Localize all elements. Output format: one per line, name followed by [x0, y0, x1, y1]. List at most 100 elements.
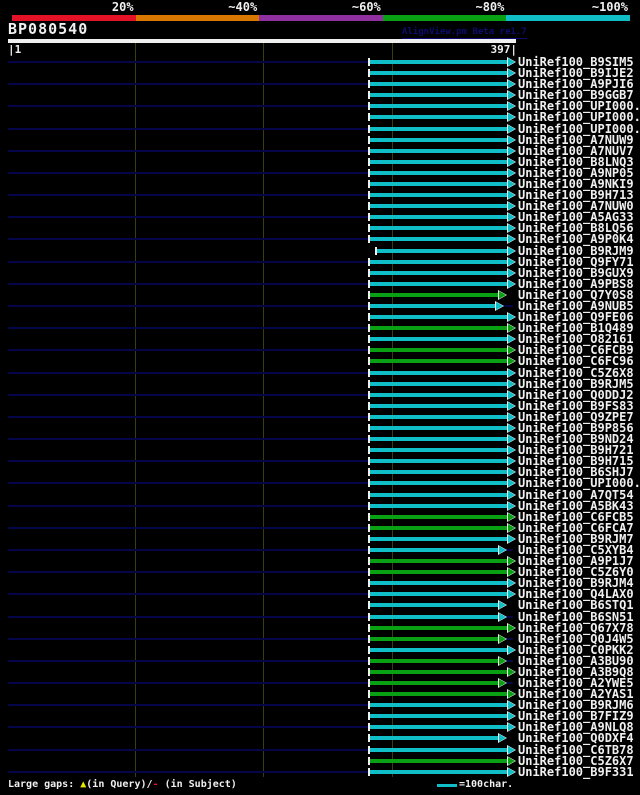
alignment-arrowhead-icon: [507, 711, 516, 721]
alignment-arrowhead-icon: [507, 700, 516, 710]
hit-label: UniRef100_UPI000..: [518, 99, 640, 113]
alignment-arrowhead-icon: [507, 312, 516, 322]
alignment-bar: [370, 160, 507, 164]
alignment-arrowhead-fill: [508, 380, 515, 388]
scale-label: 20%: [111, 0, 134, 14]
alignment-start-tick: [368, 568, 370, 576]
alignment-arrowhead-icon: [498, 656, 507, 666]
alignment-start-tick: [368, 613, 370, 621]
alignment-start-tick: [368, 402, 370, 410]
alignment-bar: [370, 82, 507, 86]
alignment-arrowhead-fill: [499, 679, 506, 687]
alignment-start-tick: [368, 202, 370, 210]
alignment-arrowhead-fill: [508, 491, 515, 499]
alignment-arrowhead-icon: [507, 501, 516, 511]
alignment-arrowhead-icon: [507, 379, 516, 389]
alignment-row: UniRef100_A2YAS1: [0, 688, 640, 700]
alignment-bar: [370, 670, 507, 674]
alignment-row: UniRef100_B9GUX9: [0, 267, 640, 279]
alignment-row: UniRef100_A9PBS8: [0, 278, 640, 290]
alignment-arrowhead-icon: [507, 578, 516, 588]
hit-label: UniRef100_C5Z6X7: [518, 754, 634, 768]
alignment-arrowhead-fill: [508, 324, 515, 332]
alignment-arrowhead-fill: [508, 624, 515, 632]
hit-label: UniRef100_C5Z6X8: [518, 366, 634, 380]
row-underlay-line: [8, 305, 513, 307]
alignment-arrowhead-fill: [508, 235, 515, 243]
alignment-arrowhead-icon: [507, 589, 516, 599]
row-underlay-line: [8, 505, 513, 507]
alignment-row: UniRef100_B9SIM5: [0, 56, 640, 68]
alignment-row: UniRef100_B9H721: [0, 444, 640, 456]
gaps-legend-subject-text: (in Subject): [158, 779, 237, 790]
alignment-bar: [370, 648, 507, 652]
hit-label: UniRef100_B6SHJ7: [518, 465, 634, 479]
alignment-start-tick: [368, 457, 370, 465]
alignment-arrowhead-icon: [498, 290, 507, 300]
alignment-bar: [370, 692, 507, 696]
alignment-arrowhead-fill: [508, 91, 515, 99]
alignment-row: UniRef100_B9ND24: [0, 432, 640, 446]
alignment-arrowhead-fill: [508, 690, 515, 698]
hit-label: UniRef100_O82161: [518, 332, 634, 346]
hit-label: UniRef100_UPI000..: [518, 122, 640, 136]
similarity-scale-labels: 20% ~40% ~60% ~80% ~100%: [12, 1, 630, 14]
hit-label: UniRef100_A5BK43: [518, 499, 634, 513]
ruler-start-label: |1: [8, 43, 22, 56]
alignment-bar: [370, 182, 507, 186]
alignment-start-tick: [368, 58, 370, 66]
alignment-arrowhead-fill: [508, 568, 515, 576]
hit-label: UniRef100_B6STQ1: [518, 598, 634, 612]
alignment-arrowhead-fill: [508, 180, 515, 188]
alignment-arrowhead-fill: [508, 646, 515, 654]
row-underlay-line: [8, 527, 513, 529]
hit-label: UniRef100_A9P1J7: [518, 554, 634, 568]
alignment-bar: [370, 93, 507, 97]
hit-label: UniRef100_A5AG33: [518, 210, 634, 224]
scale-legend-line: [437, 784, 457, 787]
alignment-row: UniRef100_A9P0K4: [0, 233, 640, 245]
alignment-start-tick: [368, 91, 370, 99]
alignment-row: UniRef100_A3BU90: [0, 655, 640, 667]
alignment-row: UniRef100_B8LQ56: [0, 222, 640, 234]
alignment-start-tick: [368, 746, 370, 754]
query-id: BP080540: [8, 20, 89, 38]
hit-label: UniRef100_A2YWE5: [518, 676, 634, 690]
alignment-start-tick: [368, 557, 370, 565]
alignment-arrowhead-icon: [507, 534, 516, 544]
alignment-bar: [370, 237, 507, 241]
alignment-arrowhead-fill: [508, 136, 515, 144]
alignment-arrowhead-icon: [507, 745, 516, 755]
hit-label: UniRef100_A9NKI9: [518, 177, 634, 191]
alignment-start-tick: [368, 590, 370, 598]
alignment-arrowhead-fill: [499, 601, 506, 609]
alignment-row: UniRef100_UPI000..: [0, 111, 640, 123]
alignment-arrowhead-fill: [499, 291, 506, 299]
alignment-start-tick: [368, 125, 370, 133]
row-underlay-line: [8, 704, 513, 706]
hit-label: UniRef100_B9RJM9: [518, 244, 634, 258]
alignment-row: UniRef100_B9H713: [0, 189, 640, 201]
row-underlay-line: [8, 438, 513, 440]
alignment-start-tick: [368, 147, 370, 155]
row-underlay-line: [8, 749, 513, 751]
alignment-start-tick: [368, 668, 370, 676]
alignment-arrowhead-icon: [507, 689, 516, 699]
alignment-bar: [370, 149, 507, 153]
row-underlay-line: [8, 771, 513, 773]
alignment-row: UniRef100_B9IJE2: [0, 67, 640, 79]
alignment-start-tick: [368, 180, 370, 188]
alignment-row: UniRef100_C5Z6X8: [0, 366, 640, 380]
hit-label: UniRef100_A7QT54: [518, 488, 634, 502]
scale-segment: [506, 15, 630, 21]
hit-label: UniRef100_Q9FY71: [518, 255, 634, 269]
alignment-arrowhead-icon: [507, 57, 516, 67]
alignment-start-tick: [368, 380, 370, 388]
alignment-arrowhead-fill: [508, 335, 515, 343]
alignment-arrowhead-icon: [507, 135, 516, 145]
row-underlay-line: [8, 593, 513, 595]
alignment-bar: [370, 104, 507, 108]
hit-label: UniRef100_C5XYB4: [518, 543, 634, 557]
alignment-arrowhead-fill: [508, 723, 515, 731]
hit-label: UniRef100_B9ND24: [518, 432, 634, 446]
